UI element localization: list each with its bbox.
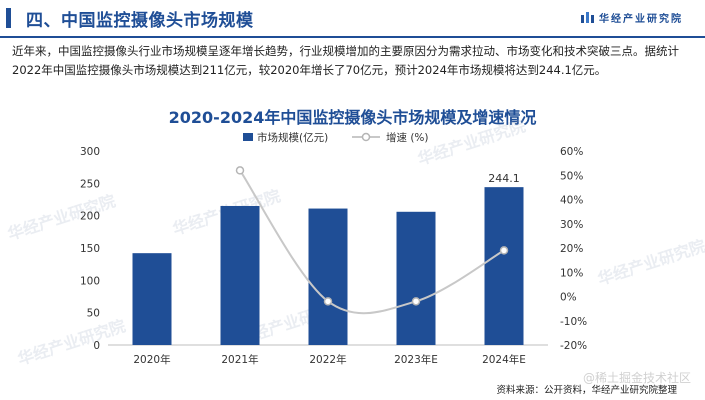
growth-point (235, 166, 245, 175)
source-note: 资料来源：公开资料，华经产业研究院整理 (496, 385, 677, 396)
right-axis-tick-label: 0% (560, 292, 577, 304)
corner-watermark: @稀土掘金技术社区 (582, 371, 691, 385)
x-axis-tick-label: 2023年E (394, 353, 438, 366)
x-axis-tick-label: 2021年 (221, 353, 258, 366)
bar (220, 205, 260, 345)
right-axis-tick-label: 40% (560, 195, 583, 207)
right-axis-tick-label: 60% (560, 146, 583, 158)
page-title: 四、中国监控摄像头市场规模 (26, 11, 254, 31)
left-axis-tick-label: 150 (80, 243, 100, 255)
header-accent (6, 8, 11, 28)
x-axis-tick-label: 2024年E (482, 353, 526, 366)
left-axis-tick-label: 200 (80, 211, 100, 223)
watermark-text: 华经产业研究院 (595, 236, 705, 289)
x-axis-tick-label: 2022年 (309, 353, 346, 366)
bar-data-label: 244.1 (488, 172, 520, 185)
brand-logo-icon (581, 12, 594, 23)
right-axis-tick-label: 30% (560, 219, 583, 231)
brand-name: 华经产业研究院 (599, 14, 683, 25)
bar (396, 211, 436, 345)
left-axis-tick-label: 0 (93, 340, 100, 352)
watermark-text: 华经产业研究院 (415, 116, 527, 169)
intro-paragraph: 近年来，中国监控摄像头行业市场规模呈逐年增长趋势，行业规模增加的主要原因分为需求… (12, 44, 679, 77)
header-bar: 四、中国监控摄像头市场规模 华经产业研究院 (0, 0, 705, 36)
legend-bar-label: 市场规模(亿元) (257, 131, 328, 144)
left-axis-tick-label: 250 (80, 178, 100, 190)
left-axis-tick-label: 50 (87, 308, 100, 320)
legend-line-marker (361, 132, 371, 142)
growth-point (411, 297, 421, 306)
bar (132, 253, 172, 345)
right-axis-tick-label: -20% (560, 340, 587, 352)
left-axis-tick-label: 100 (80, 275, 100, 287)
brand: 华经产业研究院 (581, 10, 683, 25)
left-axis-tick-label: 300 (80, 146, 100, 158)
watermark-text: 华经产业研究院 (15, 316, 127, 369)
watermark-text: 华经产业研究院 (5, 191, 117, 244)
right-axis-tick-label: 50% (560, 170, 583, 182)
legend-line-label: 增速 (%) (386, 131, 429, 144)
right-axis-tick-label: 20% (560, 243, 583, 255)
x-axis-tick-label: 2020年 (133, 353, 170, 366)
growth-line (239, 169, 505, 315)
header-divider (0, 36, 705, 38)
chart-title: 2020-2024年中国监控摄像头市场规模及增速情况 (168, 108, 537, 127)
bar (308, 208, 348, 345)
bar (484, 187, 524, 345)
right-axis-tick-label: -10% (560, 316, 587, 328)
growth-point (499, 246, 509, 255)
right-axis-tick-label: 10% (560, 267, 583, 279)
legend-bar-swatch (243, 133, 253, 141)
growth-point (323, 297, 333, 306)
